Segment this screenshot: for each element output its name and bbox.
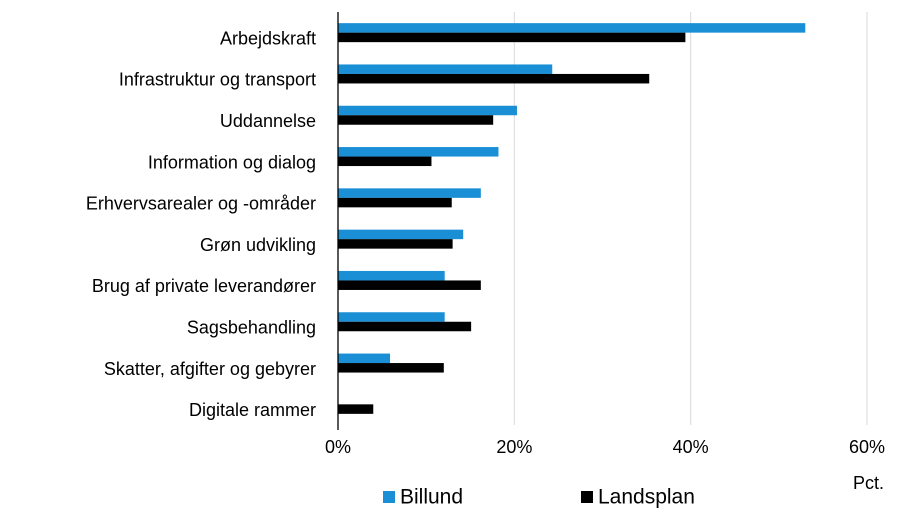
legend-swatch bbox=[383, 491, 395, 503]
x-axis-label: Pct. bbox=[853, 473, 884, 493]
y-tick-label: Skatter, afgifter og gebyrer bbox=[104, 359, 316, 379]
legend-label: Landsplan bbox=[598, 486, 695, 509]
legend-swatch bbox=[581, 491, 593, 503]
bar bbox=[338, 197, 452, 208]
bar bbox=[338, 188, 481, 198]
bar bbox=[338, 321, 472, 332]
y-tick-label: Information og dialog bbox=[148, 152, 316, 172]
y-tick-label: Infrastruktur og transport bbox=[119, 70, 316, 90]
x-tick-label: 40% bbox=[673, 437, 709, 457]
bar bbox=[338, 353, 391, 364]
x-tick-label: 60% bbox=[849, 437, 885, 457]
bar bbox=[338, 404, 374, 414]
bar bbox=[338, 105, 517, 116]
y-tick-label: Erhvervsarealer og -områder bbox=[86, 194, 316, 214]
bar bbox=[338, 239, 453, 249]
bar bbox=[338, 270, 445, 281]
bar bbox=[338, 229, 464, 240]
bar bbox=[338, 32, 686, 43]
y-tick-label: Sagsbehandling bbox=[187, 318, 316, 338]
y-tick-label: Uddannelse bbox=[220, 111, 316, 131]
y-tick-label: Brug af private leverandører bbox=[92, 276, 316, 296]
y-tick-label: Grøn udvikling bbox=[200, 235, 316, 255]
bar bbox=[338, 156, 432, 167]
bar bbox=[338, 363, 444, 373]
bar bbox=[338, 64, 553, 74]
bar bbox=[338, 312, 445, 322]
bar bbox=[338, 147, 499, 157]
x-tick-label: 0% bbox=[325, 437, 351, 457]
bar bbox=[338, 73, 650, 84]
x-tick-label: 20% bbox=[496, 437, 532, 457]
y-tick-label: Arbejdskraft bbox=[220, 28, 316, 48]
y-tick-label: Digitale rammer bbox=[189, 400, 316, 420]
bar bbox=[338, 23, 806, 33]
bar bbox=[338, 115, 494, 125]
legend-label: Billund bbox=[400, 486, 463, 509]
bar bbox=[338, 280, 481, 290]
